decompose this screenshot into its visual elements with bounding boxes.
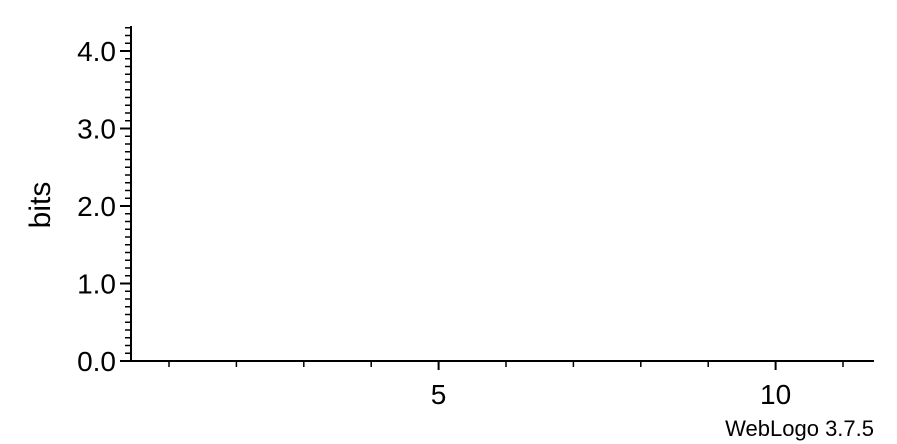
x-tick-label: 10 (760, 379, 791, 410)
y-tick-label: 2.0 (77, 191, 116, 222)
y-axis-label: bits (24, 182, 57, 229)
y-axis: 0.0 1.0 2.0 3.0 4.0 bits (24, 26, 132, 377)
weblogo-credit: WebLogo 3.7.5 (725, 416, 874, 441)
x-axis: 5 10 (131, 360, 874, 410)
x-ticks: 5 10 (168, 361, 844, 410)
y-ticks: 0.0 1.0 2.0 3.0 4.0 (77, 27, 131, 377)
y-tick-label: 1.0 (77, 269, 116, 300)
x-tick-label: 5 (431, 379, 447, 410)
y-tick-label: 0.0 (77, 346, 116, 377)
y-tick-label: 4.0 (77, 36, 116, 67)
y-tick-label: 3.0 (77, 114, 116, 145)
